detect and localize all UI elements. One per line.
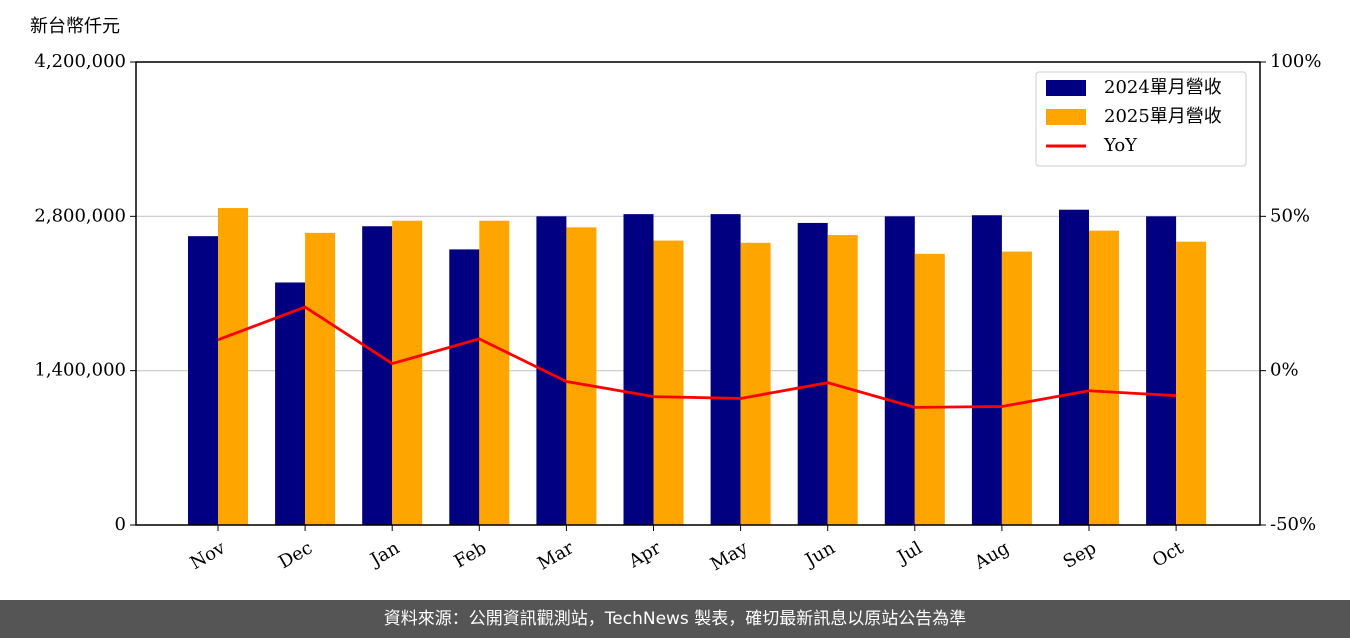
x-tick-label: Apr (624, 537, 664, 572)
bar (536, 216, 567, 526)
bar (566, 227, 597, 525)
bar (827, 235, 858, 526)
y-axis-label: 新台幣仟元 (30, 16, 120, 37)
legend-swatch (1046, 109, 1086, 125)
legend-label: YoY (1103, 135, 1138, 156)
bar (188, 236, 218, 525)
bar (971, 215, 1002, 525)
bar (710, 214, 741, 525)
plot-frame (135, 61, 1261, 526)
x-tick-label: Jan (365, 537, 403, 571)
bar (623, 214, 654, 525)
bar (1146, 216, 1177, 526)
x-tick-label: Feb (451, 537, 491, 572)
bar (1059, 209, 1089, 525)
legend-swatch (1046, 80, 1086, 96)
x-tick-label: Sep (1060, 537, 1100, 572)
legend-box (1035, 71, 1247, 167)
y-tick-label: 2,800,000 (34, 205, 126, 226)
line-series (217, 305, 1177, 409)
x-tick-label: Mar (534, 537, 578, 574)
x-tick-label: Aug (970, 537, 1013, 574)
x-tick-label: Jun (800, 537, 839, 572)
bar (653, 240, 684, 526)
bar (1089, 230, 1119, 525)
bar (914, 253, 945, 526)
x-tick-label: Jul (892, 537, 926, 569)
y2-tick-label: 50% (1270, 205, 1310, 226)
y-tick-label: 1,400,000 (34, 360, 126, 381)
bar (449, 249, 480, 525)
y2-tick-label: 0% (1270, 360, 1299, 381)
bar (218, 208, 248, 525)
bar (1001, 251, 1032, 525)
x-tick-label: Dec (275, 537, 316, 573)
bar (275, 282, 306, 525)
bar (362, 226, 393, 525)
chart: 新台幣仟元 0 1,400,000 2,800,000 4,200,000 -50% 0%… (30, 16, 1321, 575)
bar (479, 220, 510, 525)
bar (305, 232, 336, 525)
legend-label: 2024單月營收 (1104, 77, 1222, 98)
bar (1176, 241, 1207, 525)
bar (740, 242, 771, 526)
legend-label: 2025單月營收 (1104, 106, 1222, 127)
x-tick-label: Oct (1149, 537, 1188, 572)
bar (884, 216, 915, 526)
bar (392, 220, 423, 525)
y2-tick-label: 100% (1270, 51, 1321, 72)
x-tick-label: Nov (187, 537, 230, 574)
y-tick-label: 0 (115, 514, 126, 535)
footer: 資料來源：公開資訊觀測站，TechNews 製表，確切最新訊息以原站公告為準 (0, 600, 1350, 638)
bar (797, 222, 828, 525)
x-tick-label: May (707, 537, 752, 575)
y2-tick-label: -50% (1270, 514, 1316, 535)
y-tick-label: 4,200,000 (34, 51, 126, 72)
